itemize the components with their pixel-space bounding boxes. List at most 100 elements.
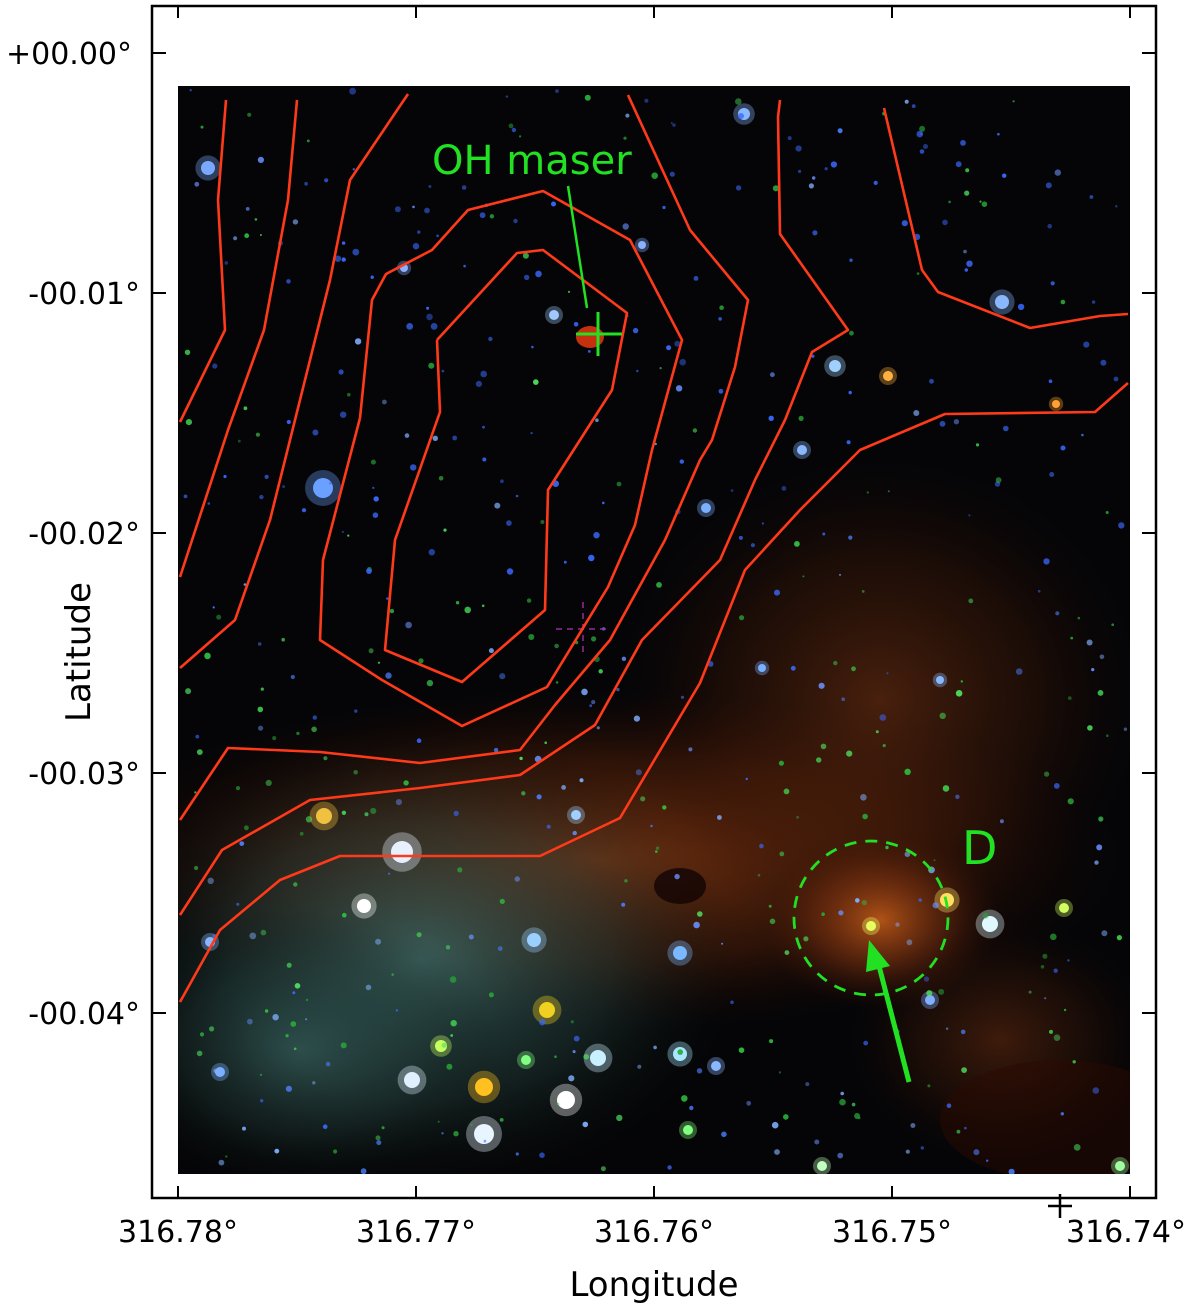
star [395,799,402,806]
star [272,736,277,741]
star [196,749,203,755]
contour-line [178,99,228,423]
star [194,791,197,794]
star [311,726,317,733]
star [653,1045,657,1050]
star [833,660,838,666]
star [312,1081,316,1085]
star [679,459,684,464]
star [528,634,535,640]
star [633,715,641,722]
star [886,672,889,675]
star [662,805,667,810]
star [1098,816,1104,822]
star [200,125,204,129]
star [618,170,622,173]
star [768,904,772,908]
star [796,816,799,819]
star [1067,959,1070,962]
star [505,95,509,98]
star [457,867,463,873]
star [555,681,559,684]
star [650,824,653,828]
y-tick-label: -00.01° [28,277,140,312]
star [441,369,445,373]
star [236,902,240,906]
x-tick-label: 316.78° [118,1215,238,1250]
star [817,1161,827,1171]
star [461,185,467,190]
star [995,477,1002,483]
star [701,503,711,513]
star [218,1159,225,1166]
star [1070,636,1074,640]
star [774,1149,780,1155]
star [997,132,1000,136]
star [340,1042,347,1049]
star [293,882,298,887]
star [910,1123,916,1128]
star [848,390,852,395]
star [382,399,387,405]
star [426,313,433,321]
star [770,372,775,378]
star [999,819,1004,824]
star [964,190,970,196]
star [635,769,642,776]
star [1044,997,1047,1000]
contour-line [318,189,684,728]
star [333,1149,338,1154]
star [285,1034,289,1038]
star [347,534,350,537]
star [1106,734,1109,737]
star [405,621,412,629]
star [593,532,600,539]
star [688,747,693,752]
star [341,241,346,245]
star [536,794,542,800]
star [814,1139,820,1145]
star [286,419,291,425]
star [683,1125,693,1135]
star [1060,299,1066,305]
star [296,731,300,736]
star [926,990,933,997]
star [342,912,347,918]
star [432,435,438,441]
star [933,859,936,862]
star [1091,668,1095,672]
star [923,144,928,149]
star [201,161,215,175]
star [354,338,362,345]
star [1094,860,1099,865]
star [352,248,360,256]
star [600,1166,606,1172]
star [370,807,377,815]
star [557,1103,560,1106]
star [1052,400,1060,408]
star [475,1078,493,1096]
star [584,94,591,101]
star [391,973,395,976]
star [573,322,579,327]
star [904,768,911,775]
star [1091,300,1096,304]
star [1115,1161,1125,1171]
star [281,637,286,642]
star [1113,376,1119,382]
star [942,219,948,226]
star [257,706,264,713]
star [194,181,200,187]
star [294,983,301,989]
star [1083,341,1090,348]
star [199,1032,205,1037]
star [540,520,545,524]
star [1012,100,1015,103]
star [1116,935,1122,941]
star [325,1061,331,1067]
star [784,950,790,955]
y-tick-label: -00.02° [28,517,140,552]
star [616,687,620,692]
star [774,589,780,596]
star [506,520,512,526]
